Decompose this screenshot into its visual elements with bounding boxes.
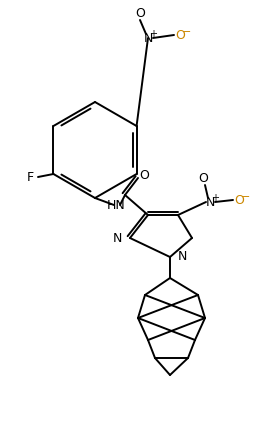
Text: O: O	[198, 172, 208, 184]
Text: N: N	[178, 250, 187, 264]
Text: O: O	[175, 28, 185, 42]
Text: O: O	[135, 6, 145, 20]
Text: O: O	[139, 168, 149, 181]
Text: +: +	[149, 29, 157, 39]
Text: +: +	[211, 193, 219, 203]
Text: O: O	[234, 193, 244, 207]
Text: N: N	[113, 232, 122, 244]
Text: F: F	[26, 170, 34, 184]
Text: −: −	[182, 27, 192, 37]
Text: HN: HN	[107, 198, 126, 212]
Text: −: −	[241, 192, 251, 202]
Text: N: N	[205, 196, 215, 209]
Text: N: N	[143, 31, 153, 45]
